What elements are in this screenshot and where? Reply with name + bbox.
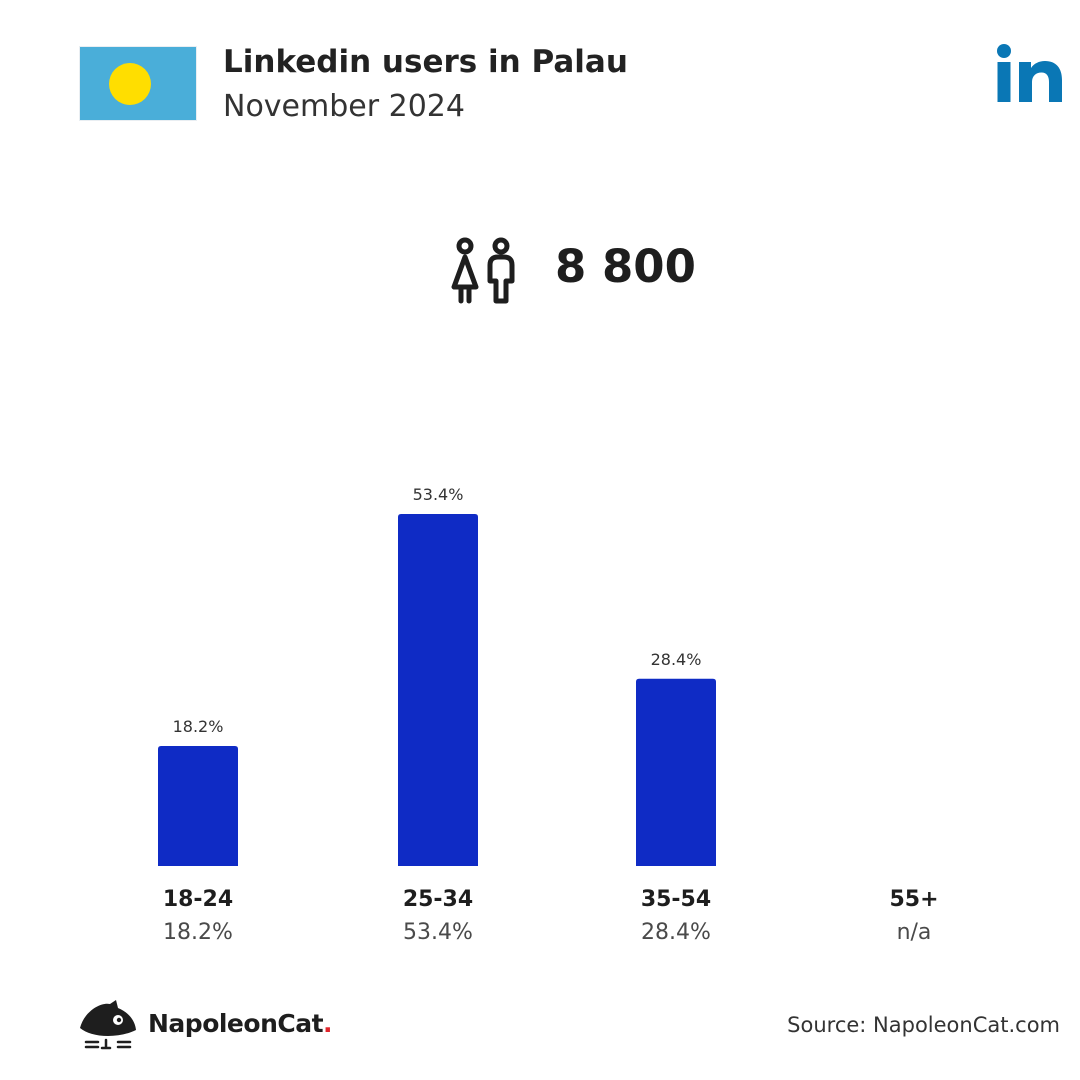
page-title: Linkedin users in Palau bbox=[223, 44, 628, 80]
bar-value-label: 28.4% bbox=[651, 650, 702, 669]
category-label: 55+ bbox=[889, 887, 938, 912]
bar bbox=[158, 746, 238, 866]
bar bbox=[398, 514, 478, 866]
category-percent-label: n/a bbox=[897, 920, 932, 945]
brand-dot: . bbox=[323, 1009, 333, 1038]
total-users-value: 8 800 bbox=[555, 240, 696, 293]
napoleoncat-logo-icon bbox=[80, 1000, 136, 1050]
age-distribution-chart: 18.2% 18-24 18.2% 53.4% 25-34 53.4% 28.4% 35-54… bbox=[158, 485, 939, 945]
category-label: 25-34 bbox=[403, 887, 473, 912]
source-credit: Source: NapoleonCat.com bbox=[787, 1013, 1060, 1037]
bar bbox=[636, 678, 716, 866]
category-percent-label: 18.2% bbox=[163, 920, 233, 945]
bar-value-label: 18.2% bbox=[173, 717, 224, 736]
bar-value-label: 53.4% bbox=[413, 485, 464, 504]
users-icon bbox=[451, 237, 515, 304]
linkedin-logo-icon bbox=[997, 44, 1062, 102]
category-label: 35-54 bbox=[641, 887, 711, 912]
category-percent-label: 28.4% bbox=[641, 920, 711, 945]
flag-sun bbox=[109, 63, 151, 105]
palau-flag-icon bbox=[80, 47, 196, 120]
page-subtitle: November 2024 bbox=[223, 89, 465, 124]
category-percent-label: 53.4% bbox=[403, 920, 473, 945]
category-label: 18-24 bbox=[163, 887, 233, 912]
brand-name: NapoleonCat. bbox=[148, 1009, 333, 1038]
brand-name-text: NapoleonCat bbox=[148, 1009, 324, 1038]
